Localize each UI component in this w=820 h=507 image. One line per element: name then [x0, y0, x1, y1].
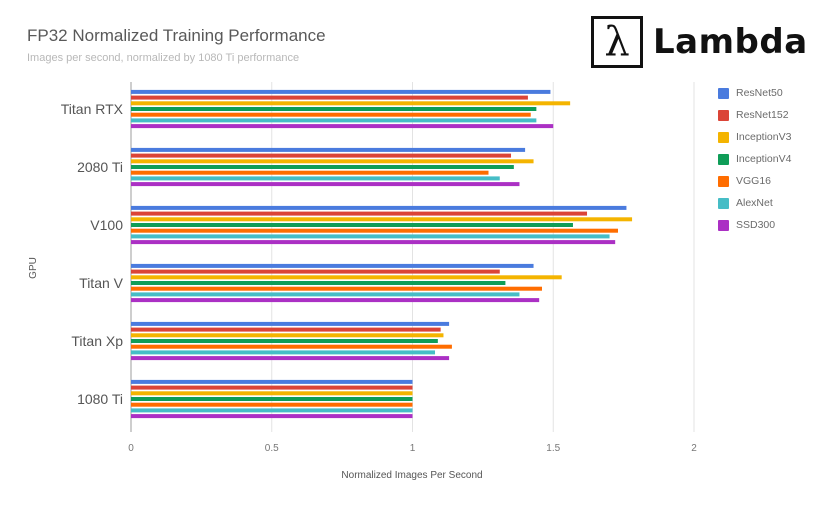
bar	[131, 344, 452, 349]
x-tick-label: 0	[128, 443, 134, 454]
bar	[131, 153, 512, 158]
legend-label: ResNet152	[736, 109, 789, 121]
legend-swatch	[718, 175, 729, 187]
bar	[131, 95, 528, 100]
x-tick-label: 0.5	[265, 443, 279, 454]
bar	[131, 205, 627, 210]
bar	[131, 112, 531, 117]
bar	[131, 165, 514, 169]
bar	[131, 240, 616, 245]
logo-text: Lambda	[653, 22, 808, 62]
bar	[131, 176, 500, 181]
legend-swatch	[718, 153, 729, 165]
bar	[131, 298, 540, 303]
bar	[131, 147, 526, 152]
legend-item: VGG16	[718, 170, 791, 192]
bar	[131, 333, 444, 338]
bar	[131, 223, 573, 227]
legend-item: ResNet152	[718, 104, 791, 126]
legend-item: ResNet50	[718, 82, 791, 104]
x-axis-label: Normalized Images Per Second	[341, 470, 482, 481]
chart-subtitle: Images per second, normalized by 1080 Ti…	[27, 52, 300, 64]
bar	[131, 391, 413, 396]
legend-label: AlexNet	[736, 197, 773, 209]
bar	[131, 159, 534, 164]
x-tick-label: 1	[410, 443, 416, 454]
legend-item: InceptionV3	[718, 126, 791, 148]
bar	[131, 327, 441, 332]
bar	[131, 101, 571, 106]
x-tick-label: 2	[691, 443, 697, 454]
legend-label: SSD300	[736, 219, 776, 231]
category-label: V100	[90, 217, 123, 233]
bar	[131, 170, 489, 175]
bar	[131, 402, 413, 407]
bar	[131, 124, 554, 129]
bar	[131, 281, 506, 285]
x-tick-label: 1.5	[546, 443, 560, 454]
bar	[131, 182, 520, 187]
bar	[131, 118, 537, 123]
category-label: 1080 Ti	[77, 391, 123, 407]
bar	[131, 228, 618, 233]
lambda-logo: λ Lambda	[591, 14, 808, 70]
legend-label: InceptionV3	[736, 131, 792, 143]
legend-swatch	[718, 131, 729, 143]
bar	[131, 356, 450, 361]
bar	[131, 107, 537, 111]
bar	[131, 217, 633, 222]
bar	[131, 379, 413, 384]
legend-label: ResNet50	[736, 87, 783, 99]
bar	[131, 408, 413, 413]
legend-label: InceptionV4	[736, 153, 792, 165]
bar	[131, 385, 413, 390]
bar	[131, 275, 562, 280]
category-label: Titan V	[79, 275, 123, 291]
category-label: 2080 Ti	[77, 159, 123, 175]
legend-swatch	[718, 87, 729, 99]
bar	[131, 350, 436, 355]
bar	[131, 414, 413, 419]
bar	[131, 234, 610, 239]
category-label: Titan RTX	[61, 101, 124, 117]
legend-label: VGG16	[736, 175, 772, 187]
lambda-symbol-icon: λ	[591, 16, 643, 68]
bar	[131, 211, 588, 216]
bar	[131, 263, 534, 268]
legend-item: SSD300	[718, 214, 791, 236]
bar	[131, 397, 413, 401]
bar	[131, 286, 542, 291]
chart-legend: ResNet50 ResNet152 InceptionV3 InceptionV4 V…	[718, 82, 791, 236]
y-axis-label: GPU	[28, 257, 39, 279]
bar	[131, 89, 551, 94]
chart-title: FP32 Normalized Training Performance	[27, 26, 326, 45]
legend-item: AlexNet	[718, 192, 791, 214]
bar	[131, 292, 520, 297]
legend-item: InceptionV4	[718, 148, 791, 170]
legend-swatch	[718, 197, 729, 209]
bar	[131, 269, 500, 274]
legend-swatch	[718, 109, 729, 121]
bar	[131, 339, 438, 343]
category-label: Titan Xp	[71, 333, 123, 349]
bar	[131, 321, 450, 326]
legend-swatch	[718, 219, 729, 231]
